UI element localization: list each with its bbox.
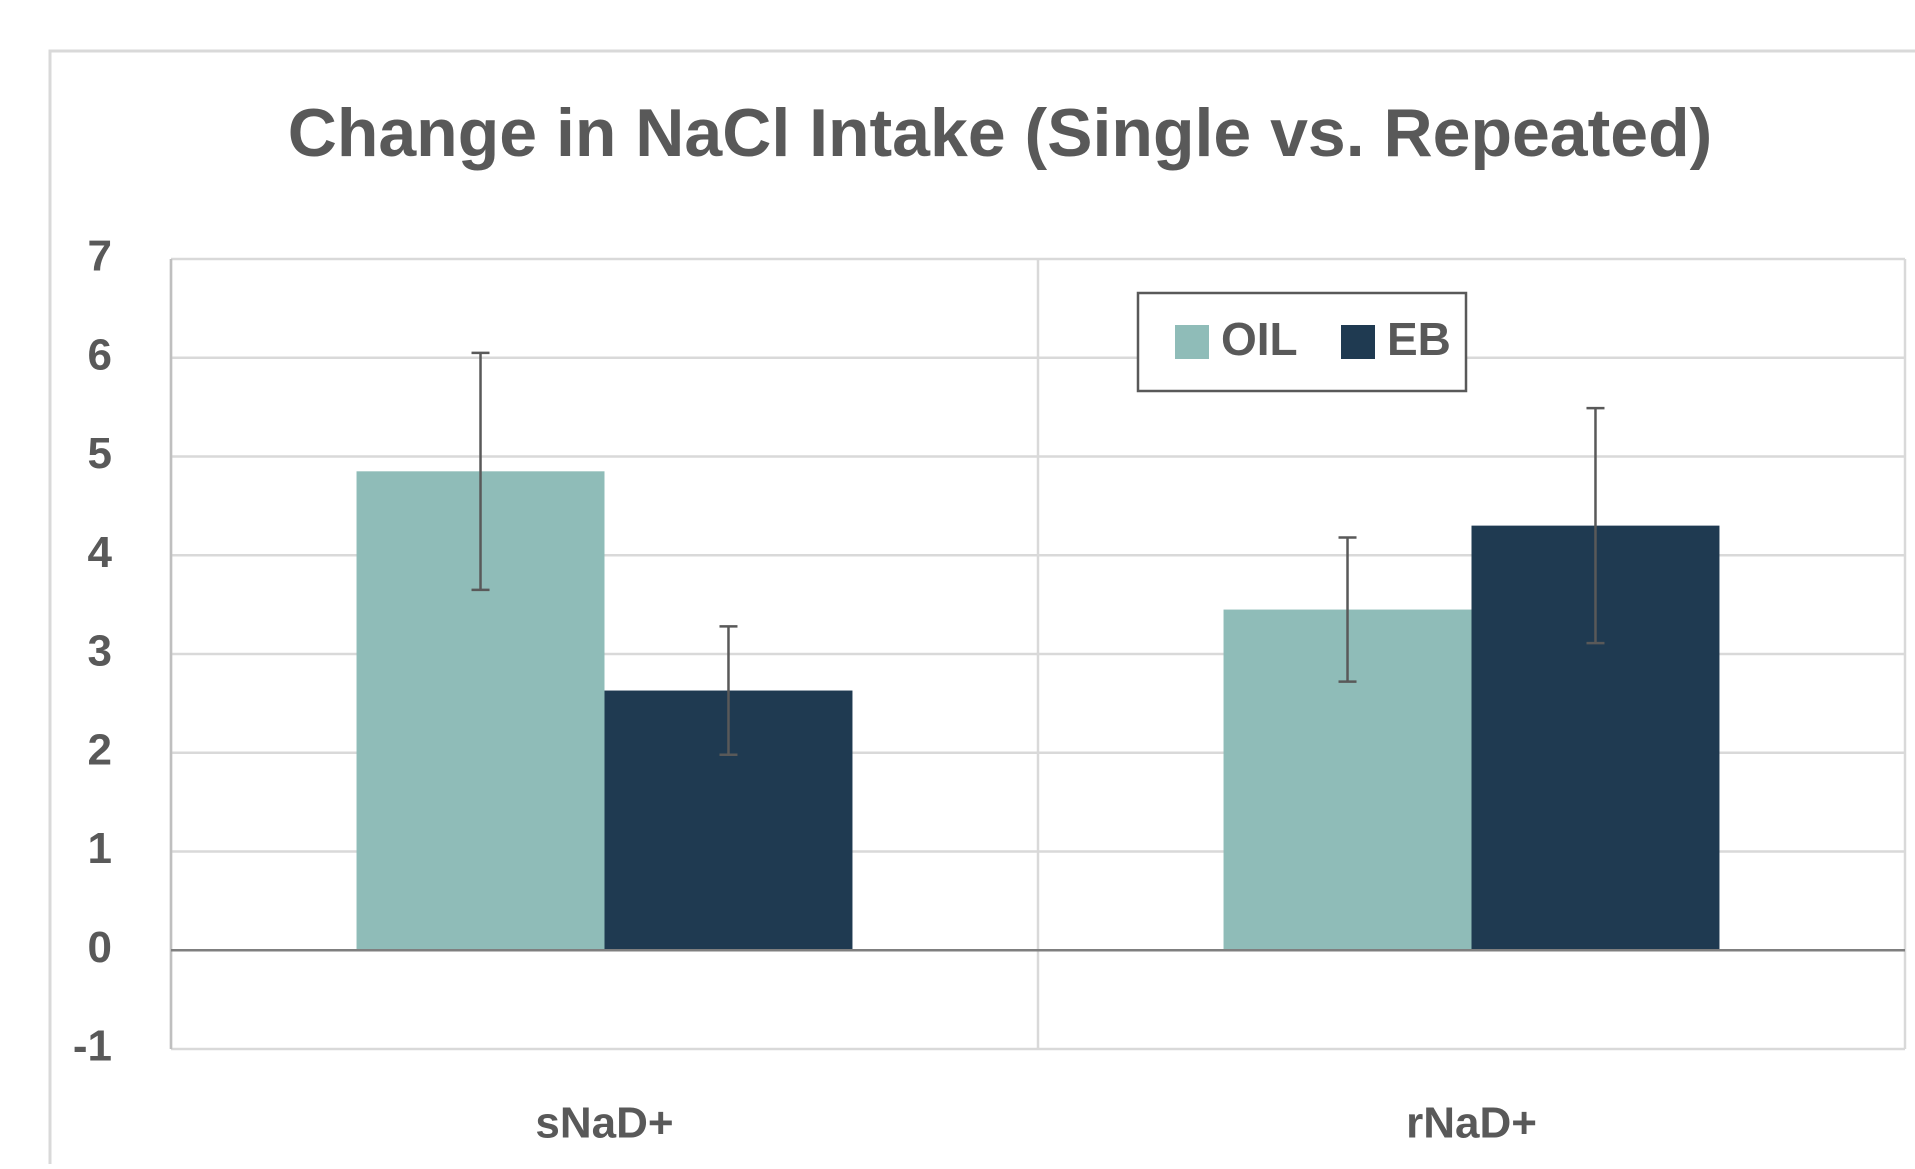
y-tick-label: 0 xyxy=(88,923,112,972)
x-tick-label: rNaD+ xyxy=(1406,1099,1537,1148)
error-bar xyxy=(471,351,490,592)
error-bar xyxy=(719,625,738,756)
legend-label: EB xyxy=(1387,313,1451,365)
y-tick-label: 5 xyxy=(88,429,112,478)
y-tick-label: 6 xyxy=(88,330,112,379)
legend-swatch xyxy=(1341,325,1375,359)
legend-label: OIL xyxy=(1221,313,1298,365)
y-tick-label: -1 xyxy=(73,1022,112,1071)
legend-swatch xyxy=(1175,325,1209,359)
y-tick-label: 2 xyxy=(88,725,112,774)
y-tick-label: 7 xyxy=(88,232,112,281)
y-tick-label: 4 xyxy=(88,528,113,577)
error-bar xyxy=(1586,406,1605,645)
chart-title: Change in NaCl Intake (Single vs. Repeat… xyxy=(288,95,1713,171)
x-tick-label: sNaD+ xyxy=(535,1099,673,1148)
y-tick-label: 1 xyxy=(88,824,112,873)
y-tick-label: 3 xyxy=(88,627,112,676)
error-bar xyxy=(1338,536,1357,683)
